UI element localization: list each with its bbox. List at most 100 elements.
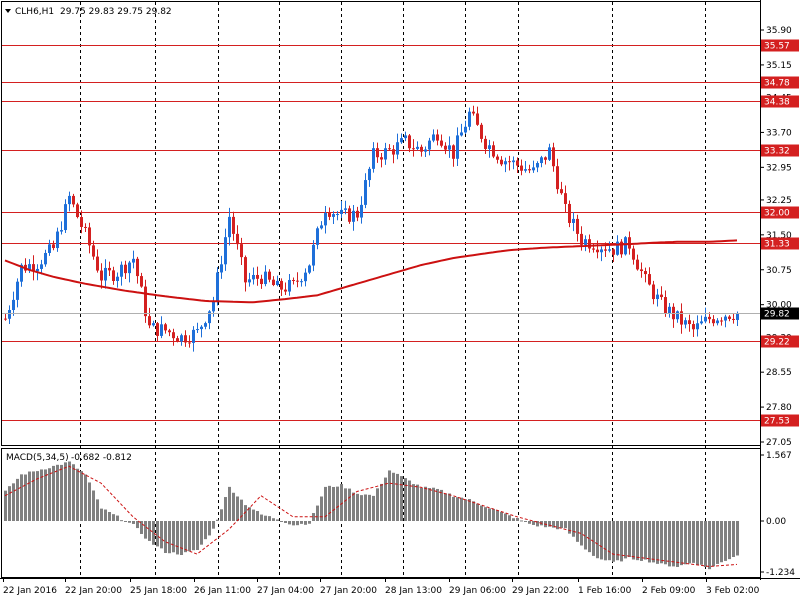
candle-body <box>296 280 299 282</box>
macd-bar <box>224 497 227 521</box>
candle-body <box>208 311 211 324</box>
price-tick-label: 35.90 <box>766 26 792 36</box>
macd-bar <box>4 490 7 521</box>
macd-bar <box>732 521 735 557</box>
macd-bar <box>452 496 455 521</box>
candle-body <box>708 316 711 320</box>
candle-body <box>108 267 111 271</box>
macd-bar <box>676 521 679 567</box>
candle-body <box>112 270 115 281</box>
candle-body <box>276 280 279 286</box>
macd-bar <box>616 521 619 561</box>
macd-bar <box>680 521 683 566</box>
candle-body <box>468 111 471 127</box>
candle-body <box>280 280 283 290</box>
macd-bar <box>272 518 275 521</box>
candle-body <box>252 274 255 280</box>
macd-bar <box>416 484 419 521</box>
collapse-arrow-icon[interactable] <box>5 9 11 13</box>
level-tag-label: 33.32 <box>764 147 790 157</box>
macd-bar <box>20 474 23 521</box>
candle-body <box>224 237 227 265</box>
candle-body <box>356 210 359 218</box>
macd-bar <box>220 509 223 521</box>
macd-bar <box>212 521 215 529</box>
candle-body <box>664 297 667 314</box>
price-tick-label: 27.80 <box>766 403 792 413</box>
macd-bar <box>112 514 115 521</box>
candle-body <box>160 324 163 336</box>
macd-bar <box>216 519 219 521</box>
macd-bar <box>248 507 251 521</box>
time-tick-label: 1 Feb 16:00 <box>578 586 632 596</box>
macd-bar <box>608 521 611 561</box>
macd-bar <box>648 521 651 563</box>
candle-body <box>620 241 623 255</box>
macd-bar <box>664 521 667 565</box>
candle-body <box>260 278 263 285</box>
macd-bar <box>548 521 551 527</box>
macd-bar <box>280 521 283 522</box>
candle-body <box>312 244 315 266</box>
price-tick-label: 32.95 <box>766 163 792 173</box>
level-tag-label: 34.38 <box>764 98 790 108</box>
candle-body <box>636 259 639 270</box>
candle-body <box>396 142 399 155</box>
macd-bar <box>400 476 403 521</box>
candle-body <box>336 214 339 216</box>
macd-bar <box>408 480 411 521</box>
candle-body <box>580 233 583 245</box>
macd-bar <box>484 507 487 521</box>
candle-body <box>300 281 303 283</box>
candle-body <box>324 212 327 226</box>
macd-bar <box>328 485 331 521</box>
macd-bar <box>120 520 123 522</box>
candle-body <box>140 276 143 287</box>
candle-body <box>388 148 391 150</box>
time-tick-label: 22 Jan 20:00 <box>65 586 122 596</box>
macd-bar <box>576 521 579 542</box>
macd-bar <box>468 499 471 521</box>
macd-bar <box>536 521 539 527</box>
macd-bar <box>268 516 271 521</box>
candle-body <box>660 294 663 298</box>
macd-bar <box>564 521 567 529</box>
candle-body <box>400 138 403 143</box>
candle-body <box>16 281 19 300</box>
macd-bar <box>508 515 511 521</box>
macd-bar <box>612 521 615 562</box>
candle-body <box>704 316 707 322</box>
time-tick-label: 27 Jan 20:00 <box>320 586 377 596</box>
macd-bar <box>304 521 307 525</box>
candle-body <box>216 272 219 301</box>
candle-body <box>608 249 611 251</box>
macd-bar <box>176 521 179 555</box>
level-tag <box>761 237 799 250</box>
macd-bar <box>604 521 607 561</box>
candle-body <box>696 323 699 330</box>
level-tag <box>761 39 799 52</box>
level-tags: 35.57 34.78 34.38 33.32 32.00 31.33 29.22 27.53 <box>761 39 799 427</box>
candle-body <box>80 217 83 227</box>
macd-bar <box>308 521 311 524</box>
macd-bar <box>644 521 647 560</box>
candle-body <box>680 311 683 325</box>
candle-body <box>512 160 515 163</box>
candle-body <box>484 138 487 149</box>
candle-body <box>52 244 55 249</box>
candle-body <box>572 218 575 223</box>
candle-body <box>352 210 355 222</box>
macd-bar <box>692 521 695 563</box>
candle-body <box>520 165 523 171</box>
macd-tick-label: 0.00 <box>766 517 786 527</box>
macd-bar <box>672 521 675 567</box>
candle-body <box>200 326 203 330</box>
macd-bar <box>596 521 599 559</box>
candle-body <box>516 160 519 166</box>
candle-body <box>228 216 231 238</box>
macd-bar <box>316 505 319 521</box>
macd-bar <box>424 486 427 521</box>
candle-body <box>444 145 447 150</box>
candle-body <box>84 226 87 228</box>
macd-bar <box>124 521 127 523</box>
